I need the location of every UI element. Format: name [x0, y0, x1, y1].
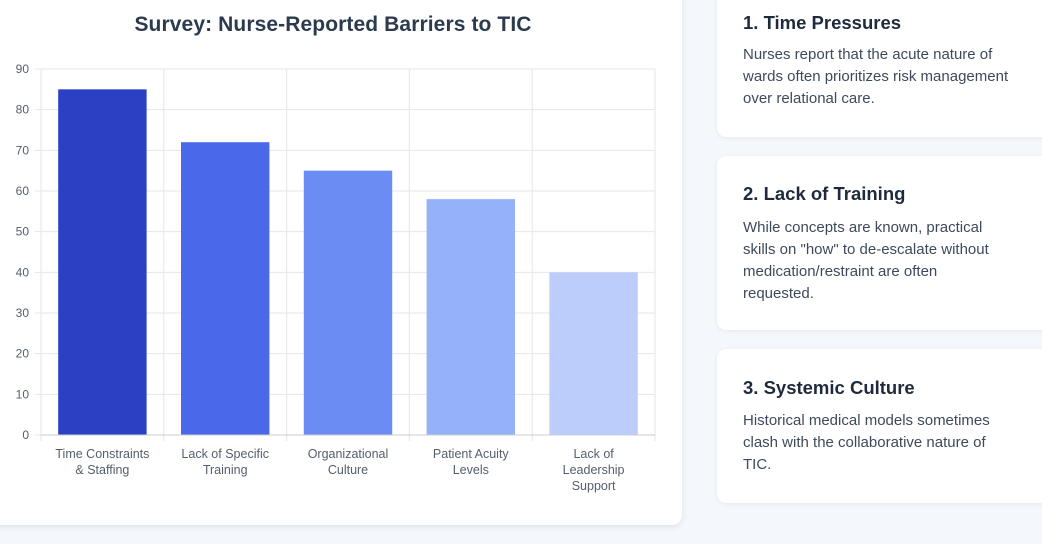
x-tick-label: Lack of Leadership Support: [563, 447, 625, 493]
card-text: Nurses report that the acute nature of w…: [743, 44, 1033, 110]
card-title: 3. Systemic Culture: [743, 377, 915, 398]
card-text: While concepts are known, practical skil…: [743, 217, 1033, 305]
y-tick-label: 80: [16, 103, 30, 117]
card-text-line: clash with the collaborative nature of: [743, 434, 986, 451]
bar: [303, 170, 393, 435]
y-tick-label: 10: [16, 387, 30, 401]
card-text-line: wards often prioritizes risk management: [743, 68, 1009, 85]
bar: [549, 272, 638, 435]
info-card-lack-of-training: 2. Lack of Training While concepts are k…: [717, 156, 1042, 330]
y-tick-label: 90: [16, 62, 30, 76]
card-text: Historical medical models sometimes clas…: [743, 410, 1033, 476]
bar: [180, 142, 270, 435]
bar: [58, 89, 147, 435]
x-tick-label: Patient Acuity Levels: [433, 447, 509, 477]
card-text-line: requested.: [743, 285, 814, 302]
info-card-systemic-culture: 3. Systemic Culture Historical medical m…: [717, 349, 1042, 503]
y-tick-label: 70: [16, 143, 30, 157]
y-tick-label: 60: [16, 184, 30, 198]
chart-title: Survey: Nurse-Reported Barriers to TIC: [134, 13, 532, 36]
card-text-line: medication/restraint are often: [743, 263, 938, 280]
card-text-line: Historical medical models sometimes: [743, 412, 990, 429]
y-tick-label: 30: [16, 306, 30, 320]
card-title: 2. Lack of Training: [743, 183, 906, 204]
card-text-line: skills on "how" to de-escalate without: [743, 241, 989, 258]
bar-chart: 0 10 20 30 40 50 60 70 80 90 Time Constraints & Sta…: [16, 62, 656, 493]
info-card-time-pressures: 1. Time Pressures Nurses report that the…: [717, 0, 1042, 137]
y-tick-label: 50: [16, 225, 30, 239]
y-tick-label: 40: [16, 265, 30, 279]
x-tick-label: Lack of Specific Training: [181, 447, 269, 477]
card-text-line: over relational care.: [743, 90, 875, 107]
y-tick-label: 0: [22, 428, 29, 442]
bar: [426, 199, 516, 435]
x-tick-label: Time Constraints & Staffing: [55, 447, 149, 477]
card-title: 1. Time Pressures: [743, 12, 902, 33]
card-text-line: Nurses report that the acute nature of: [743, 46, 993, 63]
card-text-line: While concepts are known, practical: [743, 219, 983, 236]
y-tick-label: 20: [16, 347, 30, 361]
x-tick-label: Organizational Culture: [308, 447, 389, 477]
card-text-line: TIC.: [743, 456, 772, 473]
